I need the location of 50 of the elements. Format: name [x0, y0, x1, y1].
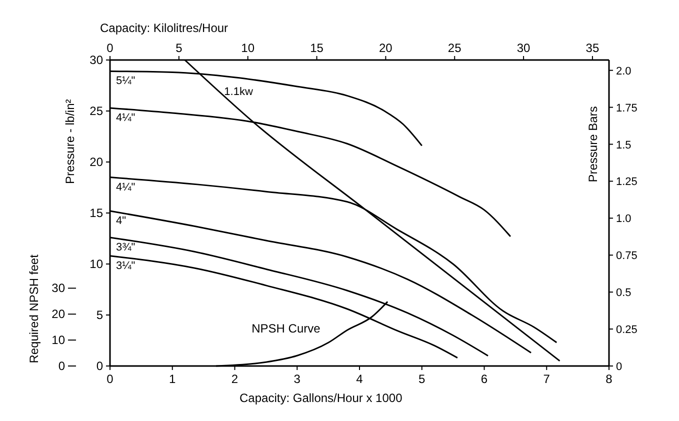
- y2-tick-label: 2.0: [616, 65, 632, 78]
- x-tick-label: 2: [231, 372, 238, 386]
- x-tick-label: 4: [356, 372, 364, 386]
- series-label: 3¾": [116, 241, 136, 254]
- x2-tick-label: 15: [310, 41, 324, 55]
- x2-tick-label: 0: [106, 41, 114, 55]
- x2-tick-label: 30: [516, 41, 531, 55]
- y-axis-title: Pressure - lb/in²: [63, 99, 77, 184]
- series-label: NPSH Curve: [252, 322, 321, 336]
- y2-tick-label: 0.25: [616, 324, 638, 336]
- y2-tick-label: 0.5: [616, 287, 632, 300]
- series-label: 1.1kw: [224, 86, 253, 98]
- series-label: 5¼": [116, 75, 136, 88]
- x-tick-label: 0: [106, 372, 114, 386]
- x-tick-label: 3: [294, 372, 301, 386]
- y-tick-label: 10: [90, 257, 104, 271]
- y3-tick-label: 20: [52, 307, 66, 322]
- x-tick-label: 5: [418, 372, 426, 386]
- y2-tick-label: 0: [616, 361, 622, 373]
- series-label: 4¼": [116, 112, 136, 124]
- x-axis-title: Capacity: Gallons/Hour x 1000: [240, 391, 403, 405]
- series-label: 3¼": [116, 260, 136, 272]
- y-tick-label: 30: [90, 53, 104, 67]
- y-tick-label: 15: [90, 206, 104, 220]
- y3-tick-label: 10: [52, 333, 66, 348]
- y2-tick-label: 0.75: [616, 250, 638, 262]
- y-tick-label: 0: [96, 359, 104, 373]
- y2-tick-label: 1.0: [616, 213, 632, 226]
- x2-tick-label: 5: [176, 41, 183, 55]
- x2-axis-title: Capacity: Kilolitres/Hour: [100, 21, 228, 35]
- x-tick-label: 7: [543, 372, 550, 386]
- y3-tick-label: 0: [58, 359, 66, 373]
- y2-tick-label: 1.25: [616, 176, 638, 188]
- x-tick-label: 6: [480, 372, 488, 386]
- y2-axis-title: Pressure Bars: [586, 106, 600, 182]
- x2-tick-label: 25: [448, 41, 462, 55]
- x2-tick-label: 35: [586, 41, 600, 55]
- y-tick-label: 25: [90, 104, 104, 118]
- x2-tick-label: 10: [241, 41, 255, 55]
- y2-tick-label: 1.5: [616, 139, 632, 152]
- x-tick-label: 8: [606, 372, 613, 386]
- y-tick-label: 20: [90, 155, 104, 169]
- y2-tick-label: 1.75: [616, 102, 638, 114]
- x-tick-label: 1: [169, 372, 176, 386]
- y3-axis-title: Required NPSH feet: [27, 254, 41, 364]
- x2-tick-label: 20: [379, 41, 393, 55]
- series-label: 4": [116, 214, 126, 227]
- series-label: 4¼": [116, 181, 136, 194]
- y3-tick-label: 30: [52, 281, 66, 296]
- y-tick-label: 5: [96, 308, 104, 322]
